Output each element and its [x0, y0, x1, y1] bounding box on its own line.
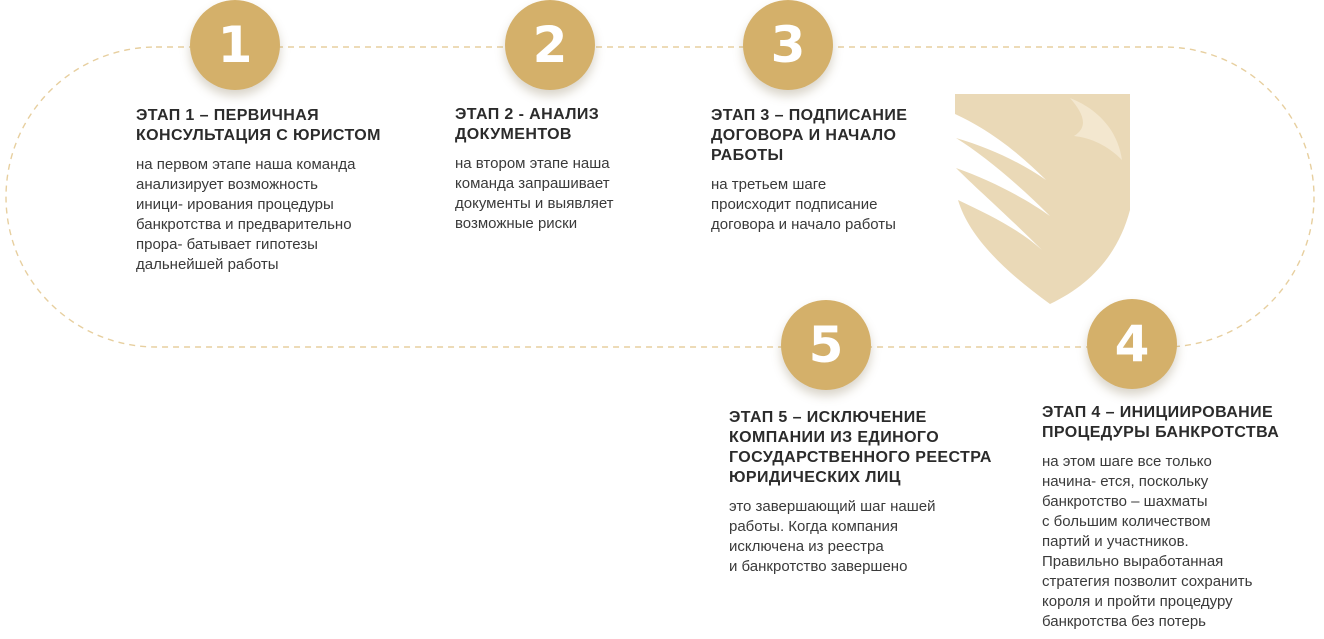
stage-text-line: дальнейшей работы — [136, 256, 279, 273]
stage-2-title: ЭТАП 2 - АНАЛИЗ ДОКУМЕНТОВ — [455, 105, 599, 145]
stage-5-badge: 5 — [781, 300, 871, 390]
stage-text-line: банкротства без потерь — [1042, 613, 1206, 630]
stage-text-line: партий и участников. — [1042, 533, 1189, 550]
stage-3-description: на третьем шаге происходит подписание до… — [711, 175, 896, 235]
stage-text-line: возможные риски — [455, 215, 578, 232]
stage-text-line: работы. Когда компания — [729, 518, 899, 535]
stage-text-line: с большим количеством — [1042, 513, 1211, 530]
stage-text-line: это завершающий шаг нашей — [729, 498, 936, 515]
stage-text-line: команда запрашивает — [455, 175, 610, 192]
stage-text-line: и банкротство завершено — [729, 558, 908, 575]
stage-number: 5 — [808, 316, 844, 374]
stage-text-line: документы и выявляет — [455, 195, 614, 212]
stage-title-line: ЭТАП 2 - АНАЛИЗ — [455, 106, 600, 123]
stage-4-badge: 4 — [1087, 299, 1177, 389]
stage-text-line: Правильно выработанная — [1042, 553, 1224, 570]
stage-title-line: ЭТАП 1 – ПЕРВИЧНАЯ — [136, 107, 320, 124]
stage-title-line: ЭТАП 4 – ИНИЦИИРОВАНИЕ — [1042, 404, 1274, 421]
stage-text-line: на этом шаге все только — [1042, 453, 1212, 470]
stage-title-line: ДОГОВОРА И НАЧАЛО — [711, 127, 897, 144]
stage-title-line: ПРОЦЕДУРЫ БАНКРОТСТВА — [1042, 424, 1280, 441]
stage-title-line: ЮРИДИЧЕСКИХ ЛИЦ — [729, 469, 901, 486]
stage-5-title: ЭТАП 5 – ИСКЛЮЧЕНИЕ КОМПАНИИ ИЗ ЕДИНОГО … — [729, 408, 992, 488]
stage-number: 3 — [770, 16, 806, 74]
stage-title-line: РАБОТЫ — [711, 147, 784, 164]
stage-title-line: ЭТАП 3 – ПОДПИСАНИЕ — [711, 107, 908, 124]
stage-text-line: начина- ется, поскольку — [1042, 473, 1209, 490]
stage-text-line: анализирует возможность — [136, 176, 318, 193]
stage-text-line: банкротства и предварительно — [136, 216, 352, 233]
stage-1-badge: 1 — [190, 0, 280, 90]
stage-text-line: иници- ирования процедуры — [136, 196, 334, 213]
stage-text-line: исключена из реестра — [729, 538, 884, 555]
stage-1-description: на первом этапе наша команда анализирует… — [136, 155, 356, 275]
stage-3-title: ЭТАП 3 – ПОДПИСАНИЕ ДОГОВОРА И НАЧАЛО РА… — [711, 106, 907, 166]
stage-2-description: на втором этапе наша команда запрашивает… — [455, 154, 614, 234]
stage-number: 2 — [532, 16, 568, 74]
stage-text-line: на третьем шаге — [711, 176, 827, 193]
stage-text-line: банкротство – шахматы — [1042, 493, 1208, 510]
stage-title-line: ДОКУМЕНТОВ — [455, 126, 572, 143]
shield-lion-icon — [955, 94, 1130, 304]
stage-number: 4 — [1114, 315, 1150, 373]
stage-1-title: ЭТАП 1 – ПЕРВИЧНАЯ КОНСУЛЬТАЦИЯ С ЮРИСТО… — [136, 106, 381, 146]
stage-4-description: на этом шаге все только начина- ется, по… — [1042, 452, 1252, 632]
stage-4-title: ЭТАП 4 – ИНИЦИИРОВАНИЕ ПРОЦЕДУРЫ БАНКРОТ… — [1042, 403, 1279, 443]
stage-5-description: это завершающий шаг нашей работы. Когда … — [729, 497, 936, 577]
stage-title-line: КОМПАНИИ ИЗ ЕДИНОГО — [729, 429, 940, 446]
stage-title-line: КОНСУЛЬТАЦИЯ С ЮРИСТОМ — [136, 127, 381, 144]
stage-text-line: короля и пройти процедуру — [1042, 593, 1233, 610]
stage-text-line: на первом этапе наша команда — [136, 156, 356, 173]
stage-text-line: договора и начало работы — [711, 216, 896, 233]
stage-title-line: ГОСУДАРСТВЕННОГО РЕЕСТРА — [729, 449, 992, 466]
stage-3-badge: 3 — [743, 0, 833, 90]
stage-text-line: стратегия позволит сохранить — [1042, 573, 1253, 590]
stage-text-line: прора- батывает гипотезы — [136, 236, 318, 253]
stage-2-badge: 2 — [505, 0, 595, 90]
stage-text-line: на втором этапе наша — [455, 155, 610, 172]
stage-text-line: происходит подписание — [711, 196, 878, 213]
stage-title-line: ЭТАП 5 – ИСКЛЮЧЕНИЕ — [729, 409, 927, 426]
stage-number: 1 — [217, 16, 253, 74]
